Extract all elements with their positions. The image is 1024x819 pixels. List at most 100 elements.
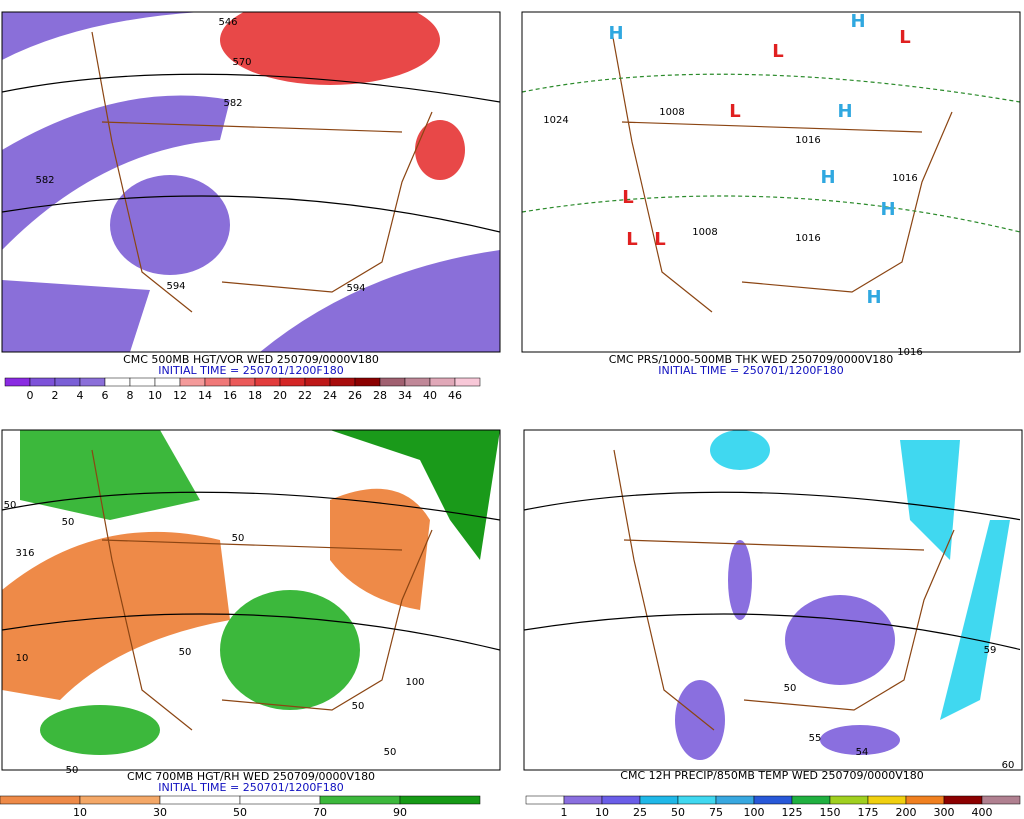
colorbar-label: 1: [561, 806, 568, 819]
map-shading: [2, 12, 200, 60]
map-shading: [220, 590, 360, 710]
colorbar-label: 50: [671, 806, 685, 819]
colorbar-label: 10: [148, 389, 162, 402]
contour-label: 54: [856, 747, 869, 758]
map-shading: [675, 680, 725, 760]
colorbar-box: [279, 377, 306, 387]
contour-label: 10: [16, 653, 29, 664]
colorbar-box: [905, 795, 945, 805]
map-caption: CMC 12H PRECIP/850MB TEMP WED 250709/000…: [620, 769, 923, 782]
map-shading: [220, 12, 440, 85]
colorbar-box: [791, 795, 831, 805]
colorbar-box: [715, 795, 755, 805]
pressure-center: H: [608, 23, 623, 44]
contour-label: 50: [4, 500, 17, 511]
pressure-center: L: [654, 229, 665, 250]
contour-label: 50: [352, 701, 365, 712]
colorbar-box: [981, 795, 1021, 805]
map-shading: [40, 705, 160, 755]
initial-time: INITIAL TIME = 250701/1200F180: [658, 364, 843, 377]
colorbar-label: 12: [173, 389, 187, 402]
colorbar-box: [677, 795, 717, 805]
map-shading: [785, 595, 895, 685]
colorbar-label: 24: [323, 389, 337, 402]
contour-label: 50: [384, 747, 397, 758]
contour-label: 1016: [795, 233, 820, 244]
contour: [2, 491, 500, 651]
pressure-center: H: [820, 167, 835, 188]
colorbar-box: [4, 377, 31, 387]
contour-label: 570: [232, 57, 251, 68]
colorbar-box: [563, 795, 603, 805]
map-shading: [820, 725, 900, 755]
pressure-center: L: [622, 187, 633, 208]
contour-label: 1016: [795, 135, 820, 146]
colorbar-label: 100: [744, 806, 765, 819]
contour-label: 582: [223, 98, 242, 109]
colorbar-box: [229, 377, 256, 387]
map-shading: [260, 250, 500, 352]
map-panel: [2, 430, 500, 770]
colorbar-box: [404, 377, 431, 387]
colorbar-label: 46: [448, 389, 462, 402]
coastline: [91, 31, 433, 313]
map-caption: CMC 500MB HGT/VOR WED 250709/0000V180: [123, 353, 379, 366]
colorbar-box: [159, 795, 241, 805]
contour-label: 50: [232, 533, 245, 544]
colorbar-label: 8: [127, 389, 134, 402]
contour-label: 1008: [692, 227, 717, 238]
colorbar-box: [79, 795, 161, 805]
contour-label: 316: [15, 548, 34, 559]
colorbar-label: 40: [423, 389, 437, 402]
colorbar-box: [329, 377, 356, 387]
colorbar-label: 16: [223, 389, 237, 402]
pressure-center: H: [880, 199, 895, 220]
colorbar-label: 6: [102, 389, 109, 402]
map-frame: [523, 429, 1023, 771]
contour-label: 1024: [543, 115, 568, 126]
coastline: [91, 449, 433, 731]
pressure-center: H: [850, 11, 865, 32]
colorbar-label: 175: [858, 806, 879, 819]
pressure-center: H: [866, 287, 881, 308]
map-frame: [1, 429, 501, 771]
colorbar-box: [254, 377, 281, 387]
colorbar-label: 400: [972, 806, 993, 819]
colorbar-label: 75: [709, 806, 723, 819]
contour-label: 50: [179, 647, 192, 658]
map-background: [522, 12, 1020, 352]
colorbar-box: [304, 377, 331, 387]
colorbar-box: [0, 795, 81, 805]
colorbar-box: [79, 377, 106, 387]
map-shading: [20, 430, 200, 520]
map-shading: [415, 120, 465, 180]
colorbar-box: [454, 377, 481, 387]
map-panel: [2, 12, 500, 352]
contour-label: 1016: [897, 347, 922, 358]
colorbar-label: 150: [820, 806, 841, 819]
contour-label: 59: [984, 645, 997, 656]
map-shading: [2, 280, 150, 352]
pressure-center: L: [899, 27, 910, 48]
contour-label: 100: [405, 677, 424, 688]
initial-time: INITIAL TIME = 250701/1200F180: [158, 781, 343, 794]
contour-label: 50: [784, 683, 797, 694]
map-caption: CMC 700MB HGT/RH WED 250709/0000V180: [127, 770, 375, 783]
contour-label: 594: [166, 281, 185, 292]
colorbar-label: 25: [633, 806, 647, 819]
colorbar-label: 4: [77, 389, 84, 402]
colorbar-box: [154, 377, 181, 387]
contour: [524, 491, 1020, 651]
colorbar-label: 10: [595, 806, 609, 819]
colorbar-box: [319, 795, 401, 805]
colorbar-box: [354, 377, 381, 387]
colorbar-label: 14: [198, 389, 212, 402]
contour-label: 50: [66, 765, 79, 776]
colorbar-box: [829, 795, 869, 805]
map-shading: [2, 531, 230, 700]
contour-label: 50: [62, 517, 75, 528]
coastline: [611, 31, 953, 313]
colorbar-box: [179, 377, 206, 387]
contour: [2, 73, 500, 233]
colorbar-box: [29, 377, 56, 387]
